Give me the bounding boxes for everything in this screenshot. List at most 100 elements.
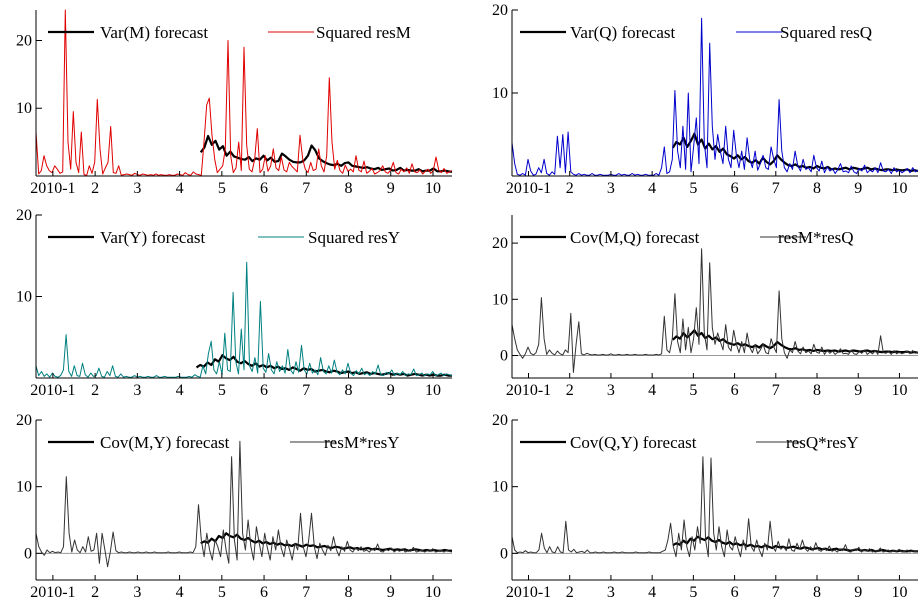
y-tick-label: 20: [16, 32, 32, 49]
x-tick-label: 2: [566, 382, 574, 399]
x-tick-label: 4: [176, 584, 184, 601]
legend-label: Cov(Q,Y) forecast: [570, 433, 697, 452]
chart-panel-4: 2010-1 2 3 4 5 6 7 8 9 10 0 10 20 Cov(M,Q) forecast re…: [492, 215, 918, 399]
legend-label: Squared resM: [316, 23, 411, 42]
x-tick-label: 9: [387, 382, 395, 399]
series-line-2: [36, 9, 452, 176]
x-tick-label: 5: [689, 180, 697, 197]
y-tick-label: 0: [500, 348, 508, 365]
x-tick-label: 7: [772, 584, 780, 601]
x-tick-label: 10: [425, 584, 441, 601]
x-tick-label: 5: [218, 382, 226, 399]
chart-panel-2: 2010-1 2 3 4 5 6 7 8 9 10 10 20 Var(Q) forecast Squar…: [492, 2, 918, 197]
series-line-2: [512, 456, 918, 558]
x-tick-label: 7: [302, 382, 310, 399]
x-tick-label: 5: [218, 584, 226, 601]
x-tick-label: 8: [813, 180, 821, 197]
chart-panel-3: 2010-1 2 3 4 5 6 7 8 9 10 10 20 Var(Y) forecast Squar…: [16, 207, 452, 399]
y-tick-label: 20: [16, 207, 32, 224]
x-tick-label: 3: [133, 584, 141, 601]
series-line-1: [200, 532, 452, 552]
x-tick-label: 8: [345, 382, 353, 399]
x-tick-label: 2: [566, 584, 574, 601]
y-tick-label: 20: [492, 412, 508, 429]
x-tick-label: 2: [91, 180, 99, 197]
series-line-2: [512, 17, 918, 176]
x-tick-label: 2010-1: [30, 584, 75, 601]
legend-label: resM*resQ: [778, 228, 854, 247]
y-tick-label: 20: [492, 2, 508, 19]
chart-panel-1: 2010-1 2 3 4 5 6 7 8 9 10 10 20 Var(M) forecast Squar…: [16, 9, 452, 197]
x-tick-label: 8: [345, 180, 353, 197]
series-line-2: [36, 440, 452, 568]
x-tick-label: 8: [813, 584, 821, 601]
legend-label: Squared resQ: [780, 23, 872, 42]
y-tick-label: 0: [24, 545, 32, 562]
y-tick-label: 10: [16, 479, 32, 496]
x-tick-label: 5: [689, 584, 697, 601]
legend-label: Cov(M,Q) forecast: [570, 228, 700, 247]
x-tick-label: 5: [689, 382, 697, 399]
x-tick-label: 4: [648, 180, 656, 197]
x-tick-label: 7: [302, 584, 310, 601]
x-tick-label: 9: [854, 382, 862, 399]
x-tick-label: 7: [772, 382, 780, 399]
x-tick-label: 4: [648, 584, 656, 601]
legend-label: Var(Y) forecast: [100, 228, 206, 247]
legend-label: resQ*resY: [786, 433, 859, 452]
y-tick-label: 10: [16, 100, 32, 117]
x-tick-label: 9: [387, 584, 395, 601]
x-tick-label: 2010-1: [506, 584, 551, 601]
x-tick-label: 10: [891, 180, 907, 197]
legend-label: Squared resY: [308, 228, 400, 247]
x-tick-label: 3: [133, 180, 141, 197]
chart-panel-5: 2010-1 2 3 4 5 6 7 8 9 10 0 10 20 Cov(M,Y) forecast re…: [16, 412, 452, 601]
x-tick-label: 2010-1: [30, 180, 75, 197]
y-tick-label: 10: [492, 291, 508, 308]
x-tick-label: 4: [176, 382, 184, 399]
x-tick-label: 9: [854, 180, 862, 197]
chart-panel-6: 2010-1 2 3 4 5 6 7 8 9 10 0 10 20 Cov(Q,Y) forecast re…: [492, 412, 918, 601]
y-tick-label: 10: [16, 289, 32, 306]
x-tick-label: 6: [731, 382, 739, 399]
x-tick-label: 7: [772, 180, 780, 197]
y-tick-label: 0: [500, 545, 508, 562]
legend-label: resM*resY: [324, 433, 400, 452]
x-tick-label: 3: [133, 382, 141, 399]
x-tick-label: 10: [891, 584, 907, 601]
x-tick-label: 4: [648, 382, 656, 399]
x-tick-label: 2010-1: [506, 382, 551, 399]
legend-label: Cov(M,Y) forecast: [100, 433, 230, 452]
x-tick-label: 2010-1: [506, 180, 551, 197]
legend-label: Var(Q) forecast: [570, 23, 676, 42]
x-tick-label: 3: [607, 382, 615, 399]
series-line-2: [512, 248, 918, 373]
x-tick-label: 7: [302, 180, 310, 197]
y-tick-label: 10: [492, 85, 508, 102]
x-tick-label: 10: [425, 180, 441, 197]
x-tick-label: 6: [260, 584, 268, 601]
x-tick-label: 10: [425, 382, 441, 399]
x-tick-label: 8: [345, 584, 353, 601]
x-tick-label: 6: [731, 180, 739, 197]
x-tick-label: 10: [891, 382, 907, 399]
y-tick-label: 20: [16, 412, 32, 429]
legend-label: Var(M) forecast: [100, 23, 208, 42]
x-tick-label: 2: [91, 382, 99, 399]
x-tick-label: 3: [607, 584, 615, 601]
series-line-2: [36, 261, 452, 378]
x-tick-label: 5: [218, 180, 226, 197]
x-tick-label: 2: [566, 180, 574, 197]
x-tick-label: 9: [854, 584, 862, 601]
x-tick-label: 2: [91, 584, 99, 601]
x-tick-label: 9: [387, 180, 395, 197]
x-tick-label: 6: [260, 180, 268, 197]
x-tick-label: 6: [731, 584, 739, 601]
x-tick-label: 6: [260, 382, 268, 399]
x-tick-label: 4: [176, 180, 184, 197]
y-tick-label: 10: [492, 479, 508, 496]
x-tick-label: 2010-1: [30, 382, 75, 399]
x-tick-label: 8: [813, 382, 821, 399]
x-tick-label: 3: [607, 180, 615, 197]
